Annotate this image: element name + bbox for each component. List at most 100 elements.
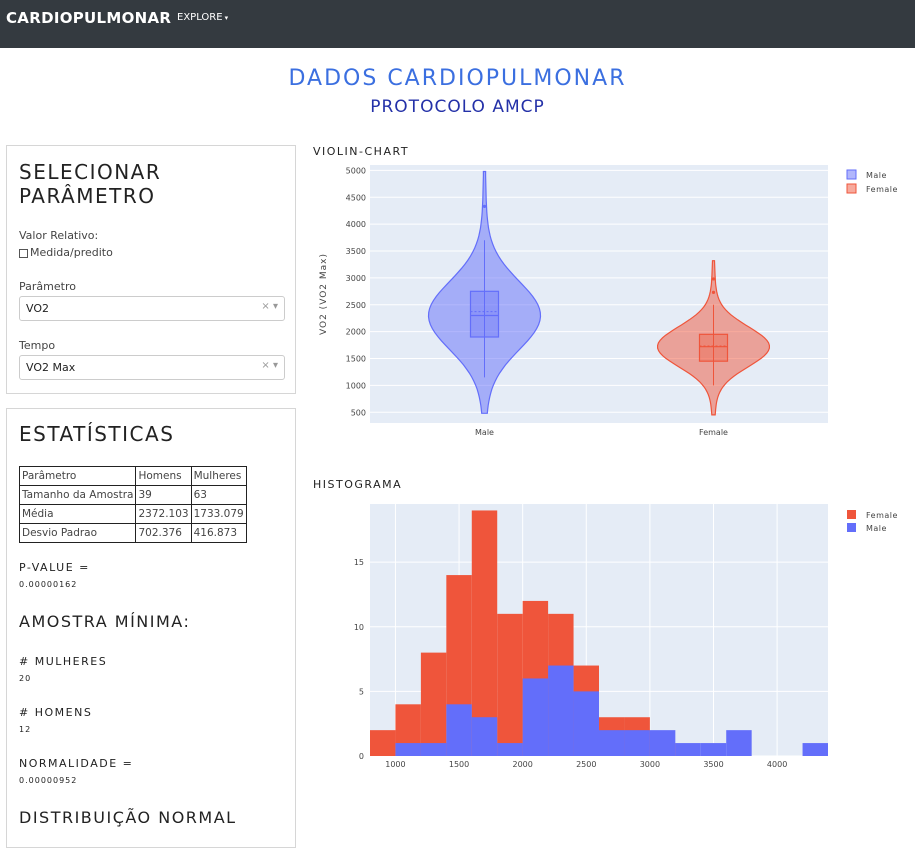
y-tick-label: 1000 bbox=[346, 381, 366, 390]
x-tick-label: 3500 bbox=[703, 760, 723, 769]
violin-chart-title: VIOLIN-CHART bbox=[313, 145, 410, 158]
histogram-bar bbox=[497, 743, 523, 756]
histogram-bar bbox=[420, 652, 447, 756]
table-cell: 39 bbox=[135, 485, 192, 505]
histogram-bar bbox=[599, 730, 625, 756]
checkbox-icon[interactable] bbox=[19, 248, 28, 258]
histogram-chart[interactable]: 0 5 10 15 1000 1500 2000 2500 3000 3500 4000 Female… bbox=[305, 495, 915, 780]
histogram-bar bbox=[471, 717, 498, 756]
table-cell: Desvio Padrao bbox=[18, 523, 137, 543]
histogram-bar bbox=[802, 743, 828, 756]
page-title: DADOS CARDIOPULMONAR bbox=[288, 66, 627, 91]
outlier-point bbox=[482, 204, 487, 208]
table-row: Desvio Padrao 702.376 416.873 bbox=[18, 523, 247, 543]
legend-label: Female bbox=[866, 185, 898, 194]
x-tick-label: 2500 bbox=[576, 760, 596, 769]
navbar: CARDIOPULMONAR EXPLORE ▾ bbox=[0, 0, 915, 48]
table-cell: Média bbox=[18, 504, 137, 524]
legend-label: Female bbox=[866, 511, 898, 520]
box bbox=[698, 333, 729, 362]
chevron-down-icon[interactable]: ▾ bbox=[272, 301, 278, 312]
x-tick-label: 1500 bbox=[449, 760, 469, 769]
table-cell: 2372.103 bbox=[135, 504, 192, 524]
pvalue-value: 0.00000162 bbox=[19, 580, 78, 589]
y-axis-label: VO2 (VO2 Max) bbox=[319, 253, 329, 335]
explore-label: EXPLORE bbox=[177, 12, 223, 23]
y-tick-label: 2000 bbox=[346, 328, 366, 337]
histogram-bar bbox=[522, 678, 549, 756]
y-tick-label: 2500 bbox=[346, 301, 366, 310]
x-tick-label: 2000 bbox=[512, 760, 532, 769]
histogram-bar bbox=[700, 743, 727, 756]
table-cell: Tamanho da Amostra bbox=[18, 485, 137, 505]
legend-swatch bbox=[846, 169, 857, 180]
histogram-bar bbox=[649, 730, 676, 756]
explore-dropdown[interactable]: EXPLORE ▾ bbox=[177, 12, 228, 23]
y-tick-label: 5 bbox=[359, 687, 364, 696]
time-select-value: VO2 Max bbox=[26, 361, 76, 374]
histogram-bar bbox=[420, 743, 447, 756]
y-tick-label: 0 bbox=[359, 752, 364, 761]
table-row: Tamanho da Amostra 39 63 bbox=[18, 485, 247, 505]
histogram-bar bbox=[395, 743, 421, 756]
legend-swatch bbox=[847, 510, 856, 519]
y-tick-label: 1500 bbox=[346, 355, 366, 364]
legend-label: Male bbox=[866, 171, 887, 180]
histogram-bar bbox=[471, 510, 498, 756]
x-tick-label: Female bbox=[699, 428, 728, 437]
histogram-bar bbox=[726, 730, 752, 756]
time-label: Tempo bbox=[19, 339, 56, 352]
x-tick-label: 1000 bbox=[385, 760, 405, 769]
men-value: 12 bbox=[19, 725, 32, 734]
y-tick-label: 500 bbox=[351, 408, 366, 417]
women-value: 20 bbox=[19, 674, 32, 683]
table-cell: 702.376 bbox=[135, 523, 192, 543]
legend-swatch bbox=[847, 523, 856, 532]
y-tick-label: 4000 bbox=[346, 220, 366, 229]
histogram-bar bbox=[675, 743, 701, 756]
x-tick-label: Male bbox=[475, 428, 494, 437]
statistics-card: ESTATÍSTICAS Parâmetro Homens Mulheres T… bbox=[6, 408, 296, 848]
histogram-bar bbox=[497, 613, 523, 756]
women-label: # MULHERES bbox=[19, 655, 108, 668]
chevron-down-icon[interactable]: ▾ bbox=[272, 360, 278, 371]
histogram-bar bbox=[624, 730, 650, 756]
relative-checkbox[interactable]: Medida/predito bbox=[19, 246, 113, 259]
parameter-select-value: VO2 bbox=[26, 302, 49, 315]
statistics-title: ESTATÍSTICAS bbox=[19, 422, 175, 446]
pvalue-label: P-VALUE = bbox=[19, 561, 90, 574]
table-header-cell: Parâmetro bbox=[18, 466, 137, 486]
clear-icon[interactable]: × bbox=[261, 301, 270, 312]
histogram-bar bbox=[573, 691, 599, 756]
table-header-cell: Mulheres bbox=[190, 466, 247, 486]
histogram-title: HISTOGRAMA bbox=[313, 478, 403, 491]
min-sample-title: AMOSTRA MÍNIMA: bbox=[19, 612, 191, 631]
clear-icon[interactable]: × bbox=[261, 360, 270, 371]
table-cell: 416.873 bbox=[190, 523, 247, 543]
box bbox=[469, 290, 500, 338]
selector-title-line2: PARÂMETRO bbox=[19, 184, 156, 208]
brand-link[interactable]: CARDIOPULMONAR bbox=[6, 9, 172, 27]
histogram-bar bbox=[446, 704, 472, 756]
time-select[interactable]: VO2 Max × ▾ bbox=[19, 355, 285, 380]
normality-label: NORMALIDADE = bbox=[19, 757, 134, 770]
parameter-select[interactable]: VO2 × ▾ bbox=[19, 296, 285, 321]
caret-down-icon: ▾ bbox=[224, 14, 229, 22]
histogram-bar bbox=[548, 665, 574, 756]
x-tick-label: 3000 bbox=[640, 760, 660, 769]
selector-title: SELECIONAR PARÂMETRO bbox=[19, 160, 161, 208]
statistics-table: Parâmetro Homens Mulheres Tamanho da Amo… bbox=[18, 466, 247, 543]
relative-value-label: Valor Relativo: bbox=[19, 229, 99, 242]
table-header-row: Parâmetro Homens Mulheres bbox=[18, 466, 247, 486]
y-tick-label: 5000 bbox=[346, 166, 366, 175]
outlier-point bbox=[711, 277, 716, 281]
y-tick-label: 4500 bbox=[346, 193, 366, 202]
table-header-cell: Homens bbox=[135, 466, 192, 486]
y-tick-label: 15 bbox=[354, 558, 364, 567]
y-tick-label: 3000 bbox=[346, 274, 366, 283]
table-row: Média 2372.103 1733.079 bbox=[18, 504, 247, 524]
violin-chart[interactable]: 500 1000 1500 2000 2500 3000 3500 4000 4500 5000 M… bbox=[305, 160, 915, 445]
table-cell: 1733.079 bbox=[190, 504, 247, 524]
men-label: # HOMENS bbox=[19, 706, 93, 719]
relative-checkbox-label: Medida/predito bbox=[30, 246, 113, 259]
